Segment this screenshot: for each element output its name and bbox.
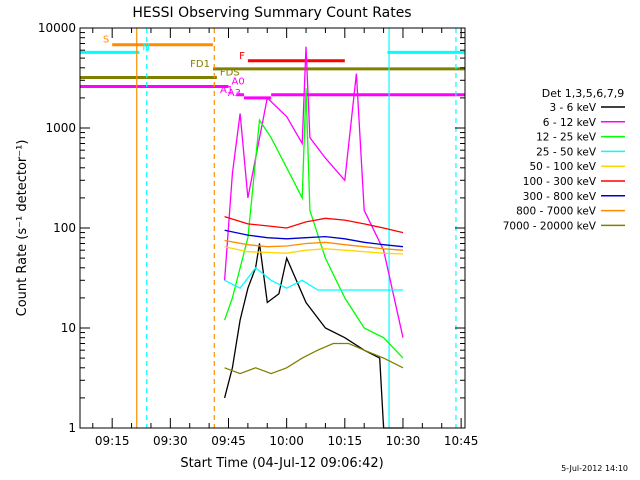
series-line [224, 229, 404, 248]
series-line [224, 266, 403, 291]
flag-label: FD1 [190, 59, 210, 70]
flag-label: S [103, 35, 109, 46]
x-axis-label: Start Time (04-Jul-12 09:06:42) [180, 456, 383, 471]
flag-label: N [142, 42, 149, 53]
y-tick-label: 100 [53, 221, 76, 235]
legend-title: Det 1,3,5,6,7,9 [542, 87, 625, 100]
y-tick-label: 10 [61, 321, 76, 335]
y-tick-label: 1000 [45, 121, 76, 135]
series-line [223, 243, 403, 429]
flag-label: FDS [220, 67, 240, 78]
y-tick-label: 1 [68, 421, 76, 435]
x-ticks: 09:15 09:30 09:45 10:00 10:15 10:30 10:45 [92, 28, 479, 448]
series-layer [223, 46, 404, 429]
legend-label: 7000 - 20000 keV [503, 220, 597, 232]
legend-label: 100 - 300 keV [523, 176, 597, 188]
x-tick-label: 09:30 [153, 434, 188, 448]
legend-label: 300 - 800 keV [523, 191, 597, 203]
legend-label: 50 - 100 keV [529, 161, 596, 173]
x-tick-label: 10:30 [386, 434, 421, 448]
flag-label: A1 [220, 85, 233, 96]
y-ticks: 1 10 100 1000 10000 [38, 21, 465, 435]
series-line [223, 88, 404, 359]
x-tick-label: 10:45 [444, 434, 479, 448]
series-line [224, 239, 404, 251]
x-tick-label: 10:00 [269, 434, 304, 448]
legend-label: 12 - 25 keV [536, 132, 597, 144]
legend-label: 6 - 12 keV [543, 117, 597, 129]
flag-label: F [239, 51, 245, 62]
x-tick-label: 09:45 [211, 434, 246, 448]
legend-label: 800 - 7000 keV [516, 206, 597, 218]
series-line [223, 46, 404, 338]
flag-label: A3 [228, 88, 241, 99]
legend: Det 1,3,5,6,7,9 3 - 6 keV 6 - 12 keV 12 - … [503, 87, 625, 232]
footer-date: 5-Jul-2012 14:10 [561, 464, 628, 473]
legend-label: 25 - 50 keV [536, 146, 597, 158]
y-tick-label: 10000 [38, 21, 76, 35]
y-axis-label: Count Rate (s⁻¹ detector⁻¹) [15, 140, 30, 317]
series-line [224, 246, 404, 255]
series-line [224, 342, 404, 375]
flag-label: A0 [231, 77, 244, 88]
legend-label: 3 - 6 keV [549, 102, 596, 114]
x-tick-label: 10:15 [328, 434, 363, 448]
x-tick-label: 09:15 [95, 434, 130, 448]
series-line [224, 215, 404, 234]
chart-title: HESSI Observing Summary Count Rates [132, 5, 411, 21]
